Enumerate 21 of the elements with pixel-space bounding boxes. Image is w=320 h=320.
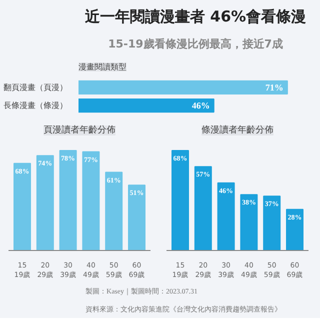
bar — [59, 150, 77, 250]
bar — [36, 155, 54, 250]
chart-subtitle: 15-19歲看條漫比例最高，接近7成 — [108, 38, 283, 50]
y-tick-label: 長條漫畫（條漫） — [4, 101, 68, 110]
bar — [194, 166, 212, 250]
bar — [217, 182, 235, 250]
bar — [105, 172, 123, 250]
bar — [82, 151, 100, 250]
bar — [286, 208, 304, 250]
chart-title: 近一年閱讀漫畫者 46%會看條漫 — [84, 8, 306, 26]
bar — [240, 194, 258, 250]
bar — [171, 150, 189, 250]
y-axis-title: 漫畫閱讀類型 — [78, 62, 126, 72]
data-label: 46% — [192, 100, 210, 111]
bar — [128, 184, 146, 250]
chart-title: 頁漫讀者年齡分佈 — [44, 124, 116, 136]
bar — [263, 196, 281, 250]
y-tick-label: 翻頁漫畫（頁漫） — [4, 82, 68, 92]
bar — [13, 162, 31, 250]
data-label: 71% — [265, 82, 284, 92]
chart-title: 條漫讀者年齡分佈 — [202, 124, 274, 136]
